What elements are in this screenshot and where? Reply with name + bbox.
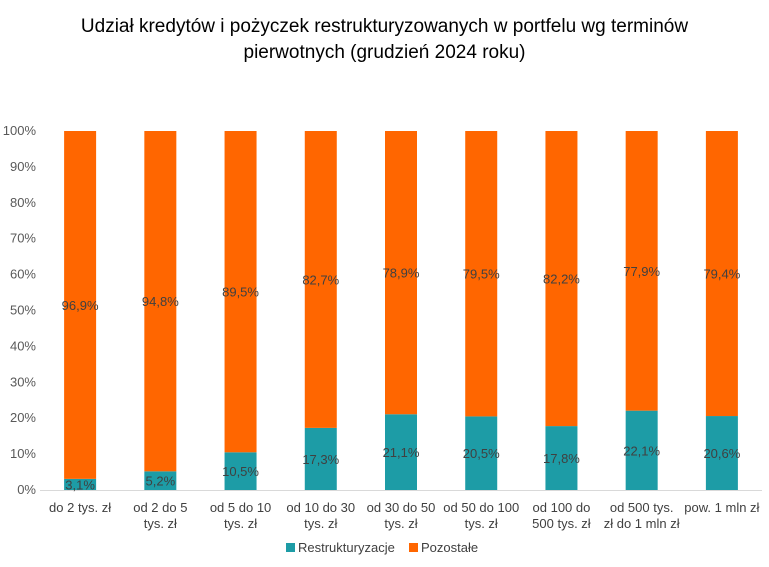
x-category-label: od 2 do 5 xyxy=(133,500,187,515)
y-tick-label: 100% xyxy=(3,123,37,138)
legend-label-restrukturyzacje: Restrukturyzacje xyxy=(298,540,395,555)
bar-restrukturyzacje xyxy=(224,452,257,490)
data-label-pozostale: 82,2% xyxy=(543,272,580,287)
data-label-restrukturyzacje: 17,8% xyxy=(543,451,580,466)
chart-title-line-1: Udział kredytów i pożyczek restrukturyzo… xyxy=(80,16,689,37)
bar-pozostale xyxy=(705,131,738,417)
bar-restrukturyzacje xyxy=(545,426,578,490)
bar-restrukturyzacje xyxy=(705,416,738,490)
legend-swatch-restrukturyzacje xyxy=(286,543,295,552)
data-label-restrukturyzacje: 5,2% xyxy=(146,474,176,489)
bar-restrukturyzacje xyxy=(64,478,97,490)
legend-swatch-pozostale xyxy=(409,543,418,552)
x-category-label: zł do 1 mln zł xyxy=(604,516,680,531)
data-label-pozostale: 79,5% xyxy=(463,267,500,282)
y-tick-label: 30% xyxy=(10,374,36,389)
y-tick-label: 50% xyxy=(10,303,36,318)
chart-title: Udział kredytów i pożyczek restrukturyzo… xyxy=(0,14,769,66)
y-tick-label: 10% xyxy=(10,446,36,461)
bar-pozostale xyxy=(625,131,658,411)
bar-pozostale xyxy=(224,131,257,453)
data-label-pozostale: 82,7% xyxy=(302,272,339,287)
data-label-pozostale: 78,9% xyxy=(383,266,420,281)
bar-restrukturyzacje xyxy=(144,471,177,490)
y-tick-label: 20% xyxy=(10,410,36,425)
x-category-label: od 500 tys. xyxy=(610,500,674,515)
legend-label-pozostale: Pozostałe xyxy=(421,540,478,555)
bar-restrukturyzacje xyxy=(304,427,337,490)
data-label-pozostale: 94,8% xyxy=(142,294,179,309)
x-category-label: tys. zł xyxy=(224,516,257,531)
bar-restrukturyzacje xyxy=(625,410,658,490)
x-category-label: do 2 tys. zł xyxy=(49,500,111,515)
data-label-restrukturyzacje: 3,1% xyxy=(65,477,95,492)
y-tick-label: 40% xyxy=(10,338,36,353)
data-label-pozostale: 77,9% xyxy=(623,264,660,279)
data-label-restrukturyzacje: 10,5% xyxy=(222,464,259,479)
x-category-label: od 50 do 100 xyxy=(443,500,519,515)
x-category-label: tys. zł xyxy=(304,516,337,531)
x-category-label: tys. zł xyxy=(465,516,498,531)
y-tick-label: 0% xyxy=(17,482,36,497)
data-label-pozostale: 89,5% xyxy=(222,285,259,300)
y-tick-label: 80% xyxy=(10,195,36,210)
bar-restrukturyzacje xyxy=(385,414,417,490)
bar-pozostale xyxy=(545,131,578,427)
x-category-label: od 10 do 30 xyxy=(286,500,355,515)
x-category-label: pow. 1 mln zł xyxy=(684,500,759,515)
x-category-label: od 30 do 50 xyxy=(367,500,436,515)
data-label-restrukturyzacje: 21,1% xyxy=(383,445,420,460)
data-label-restrukturyzacje: 20,6% xyxy=(703,446,740,461)
data-label-restrukturyzacje: 17,3% xyxy=(302,452,339,467)
bar-pozostale xyxy=(385,131,417,415)
x-category-label: 500 tys. zł xyxy=(532,516,591,531)
x-category-label: od 100 do xyxy=(533,500,591,515)
y-tick-label: 60% xyxy=(10,267,36,282)
bar-restrukturyzacje xyxy=(465,416,498,490)
x-category-label: tys. zł xyxy=(144,516,177,531)
bar-pozostale xyxy=(465,131,498,417)
data-label-pozostale: 96,9% xyxy=(62,298,99,313)
bar-pozostale xyxy=(144,131,177,472)
data-label-restrukturyzacje: 20,5% xyxy=(463,446,500,461)
bar-pozostale xyxy=(64,131,97,479)
y-tick-label: 70% xyxy=(10,231,36,246)
bar-pozostale xyxy=(304,131,337,428)
x-category-label: tys. zł xyxy=(384,516,417,531)
chart-title-line-2: pierwotnych (grudzień 2024 roku) xyxy=(243,42,526,63)
x-category-label: od 5 do 10 xyxy=(210,500,271,515)
y-tick-label: 90% xyxy=(10,159,36,174)
data-label-restrukturyzacje: 22,1% xyxy=(623,443,660,458)
data-label-pozostale: 79,4% xyxy=(703,267,740,282)
